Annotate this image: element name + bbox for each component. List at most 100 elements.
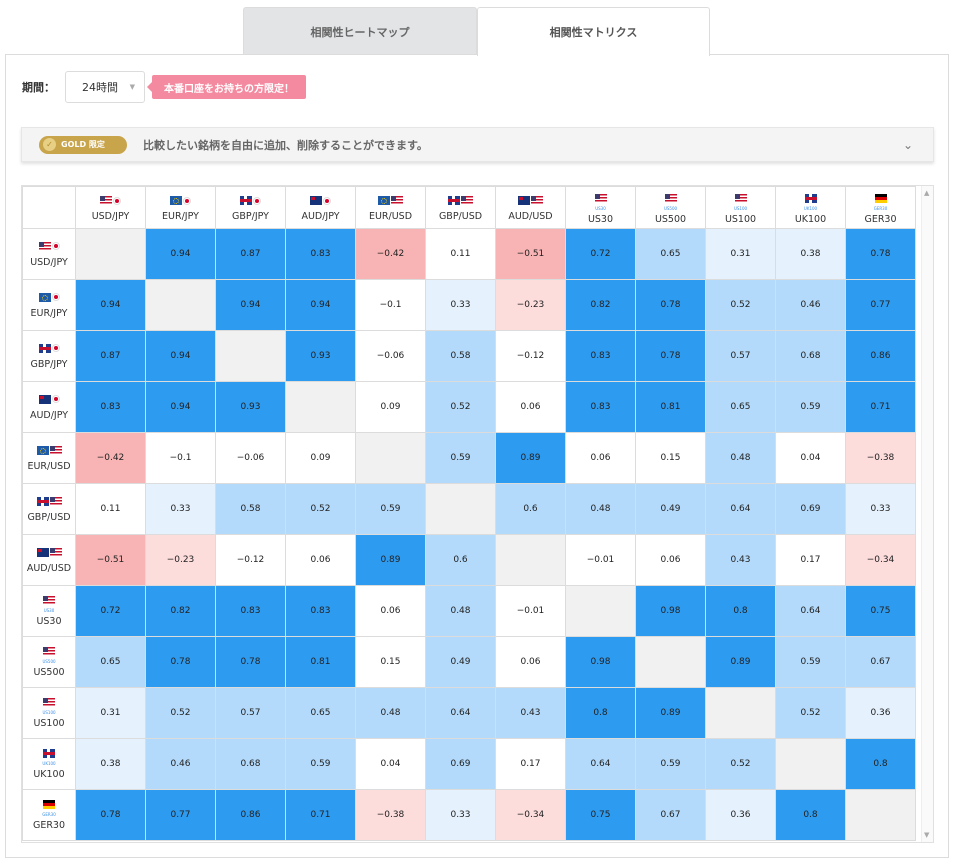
correlation-cell[interactable]: −0.23 bbox=[145, 534, 216, 586]
correlation-cell[interactable]: −0.12 bbox=[215, 534, 286, 586]
correlation-cell[interactable]: 0.8 bbox=[565, 687, 636, 739]
column-header[interactable]: GER30 GER30 bbox=[845, 186, 916, 229]
correlation-cell[interactable]: 0.81 bbox=[635, 381, 706, 433]
correlation-cell[interactable]: 0.59 bbox=[775, 636, 846, 688]
correlation-cell[interactable]: 0.67 bbox=[845, 636, 916, 688]
correlation-cell[interactable]: 0.93 bbox=[215, 381, 286, 433]
correlation-cell[interactable]: 0.11 bbox=[75, 483, 146, 535]
vertical-scrollbar[interactable]: ▲ ▼ bbox=[921, 186, 933, 842]
correlation-cell[interactable]: 0.83 bbox=[75, 381, 146, 433]
column-header[interactable]: US100 US100 bbox=[705, 186, 776, 229]
correlation-cell[interactable]: 0.59 bbox=[425, 432, 496, 484]
correlation-cell[interactable]: 0.72 bbox=[75, 585, 146, 637]
correlation-cell[interactable]: 0.94 bbox=[285, 279, 356, 331]
correlation-cell[interactable]: 0.48 bbox=[425, 585, 496, 637]
gold-feature-bar[interactable]: ✓ GOLD 限定 比較したい銘柄を自由に追加、削除することができます。 ⌄ bbox=[21, 127, 934, 162]
column-header[interactable]: UK100 UK100 bbox=[775, 186, 846, 229]
correlation-cell[interactable]: 0.48 bbox=[565, 483, 636, 535]
correlation-cell[interactable]: −0.01 bbox=[495, 585, 566, 637]
correlation-cell[interactable]: 0.77 bbox=[145, 789, 216, 841]
correlation-cell[interactable]: 0.57 bbox=[215, 687, 286, 739]
correlation-cell[interactable]: −0.38 bbox=[355, 789, 426, 841]
column-header[interactable]: GBP/JPY bbox=[215, 186, 286, 229]
correlation-cell[interactable]: 0.48 bbox=[355, 687, 426, 739]
correlation-cell[interactable]: 0.59 bbox=[285, 738, 356, 790]
correlation-cell[interactable]: 0.83 bbox=[565, 330, 636, 382]
correlation-cell[interactable]: 0.8 bbox=[775, 789, 846, 841]
correlation-cell[interactable]: 0.8 bbox=[705, 585, 776, 637]
correlation-cell[interactable]: 0.6 bbox=[495, 483, 566, 535]
row-header[interactable]: AUD/JPY bbox=[22, 381, 76, 433]
correlation-cell[interactable]: 0.78 bbox=[75, 789, 146, 841]
column-header[interactable]: US30 US30 bbox=[565, 186, 636, 229]
row-header[interactable]: EUR/JPY bbox=[22, 279, 76, 331]
correlation-cell[interactable]: 0.06 bbox=[495, 636, 566, 688]
correlation-cell[interactable]: 0.58 bbox=[215, 483, 286, 535]
correlation-cell[interactable]: 0.33 bbox=[145, 483, 216, 535]
scroll-down-icon[interactable]: ▼ bbox=[924, 831, 930, 839]
correlation-cell[interactable]: 0.59 bbox=[775, 381, 846, 433]
column-header[interactable]: AUD/JPY bbox=[285, 186, 356, 229]
correlation-cell[interactable]: 0.31 bbox=[705, 228, 776, 280]
correlation-cell[interactable]: 0.52 bbox=[145, 687, 216, 739]
correlation-cell[interactable]: 0.09 bbox=[285, 432, 356, 484]
correlation-cell[interactable]: 0.65 bbox=[635, 228, 706, 280]
correlation-cell[interactable]: 0.46 bbox=[145, 738, 216, 790]
correlation-cell[interactable]: 0.52 bbox=[705, 279, 776, 331]
correlation-cell[interactable]: 0.98 bbox=[565, 636, 636, 688]
correlation-cell[interactable]: −0.01 bbox=[565, 534, 636, 586]
tab-heatmap[interactable]: 相関性ヒートマップ bbox=[243, 7, 477, 55]
column-header[interactable]: USD/JPY bbox=[75, 186, 146, 229]
correlation-cell[interactable]: 0.94 bbox=[145, 228, 216, 280]
correlation-cell[interactable]: −0.06 bbox=[215, 432, 286, 484]
correlation-cell[interactable]: −0.1 bbox=[145, 432, 216, 484]
correlation-cell[interactable]: 0.67 bbox=[635, 789, 706, 841]
correlation-cell[interactable]: 0.15 bbox=[635, 432, 706, 484]
correlation-cell[interactable]: 0.86 bbox=[845, 330, 916, 382]
correlation-cell[interactable]: 0.89 bbox=[635, 687, 706, 739]
correlation-cell[interactable]: 0.64 bbox=[425, 687, 496, 739]
correlation-cell[interactable]: 0.94 bbox=[215, 279, 286, 331]
correlation-cell[interactable]: 0.06 bbox=[495, 381, 566, 433]
correlation-cell[interactable]: 0.33 bbox=[425, 279, 496, 331]
correlation-cell[interactable]: 0.68 bbox=[775, 330, 846, 382]
correlation-cell[interactable]: 0.46 bbox=[775, 279, 846, 331]
correlation-cell[interactable]: 0.65 bbox=[285, 687, 356, 739]
row-header[interactable]: US30 US30 bbox=[22, 585, 76, 637]
correlation-cell[interactable]: 0.58 bbox=[425, 330, 496, 382]
correlation-cell[interactable]: 0.38 bbox=[775, 228, 846, 280]
period-select[interactable]: 24時間 ▼ bbox=[65, 71, 145, 103]
row-header[interactable]: AUD/USD bbox=[22, 534, 76, 586]
correlation-cell[interactable]: 0.57 bbox=[705, 330, 776, 382]
correlation-cell[interactable]: 0.52 bbox=[425, 381, 496, 433]
correlation-cell[interactable]: 0.78 bbox=[845, 228, 916, 280]
correlation-cell[interactable]: 0.52 bbox=[705, 738, 776, 790]
correlation-cell[interactable]: 0.65 bbox=[75, 636, 146, 688]
correlation-cell[interactable]: 0.71 bbox=[285, 789, 356, 841]
correlation-cell[interactable]: −0.42 bbox=[75, 432, 146, 484]
correlation-cell[interactable]: −0.34 bbox=[495, 789, 566, 841]
tab-matrix[interactable]: 相関性マトリクス bbox=[477, 7, 710, 56]
row-header[interactable]: GBP/JPY bbox=[22, 330, 76, 382]
correlation-cell[interactable]: 0.49 bbox=[425, 636, 496, 688]
correlation-cell[interactable]: 0.82 bbox=[565, 279, 636, 331]
row-header[interactable]: EUR/USD bbox=[22, 432, 76, 484]
row-header[interactable]: GER30 GER30 bbox=[22, 789, 76, 841]
correlation-cell[interactable]: 0.75 bbox=[565, 789, 636, 841]
correlation-cell[interactable]: 0.89 bbox=[355, 534, 426, 586]
correlation-cell[interactable]: 0.17 bbox=[775, 534, 846, 586]
correlation-cell[interactable]: −0.42 bbox=[355, 228, 426, 280]
column-header[interactable]: EUR/JPY bbox=[145, 186, 216, 229]
correlation-cell[interactable]: 0.11 bbox=[425, 228, 496, 280]
correlation-cell[interactable]: 0.93 bbox=[285, 330, 356, 382]
correlation-cell[interactable]: 0.64 bbox=[775, 585, 846, 637]
correlation-cell[interactable]: 0.52 bbox=[775, 687, 846, 739]
row-header[interactable]: US500 US500 bbox=[22, 636, 76, 688]
correlation-cell[interactable]: −0.06 bbox=[355, 330, 426, 382]
correlation-cell[interactable]: −0.51 bbox=[495, 228, 566, 280]
correlation-cell[interactable]: 0.59 bbox=[635, 738, 706, 790]
scroll-up-icon[interactable]: ▲ bbox=[924, 189, 930, 197]
correlation-cell[interactable]: −0.34 bbox=[845, 534, 916, 586]
correlation-cell[interactable]: 0.65 bbox=[705, 381, 776, 433]
correlation-cell[interactable]: 0.89 bbox=[495, 432, 566, 484]
